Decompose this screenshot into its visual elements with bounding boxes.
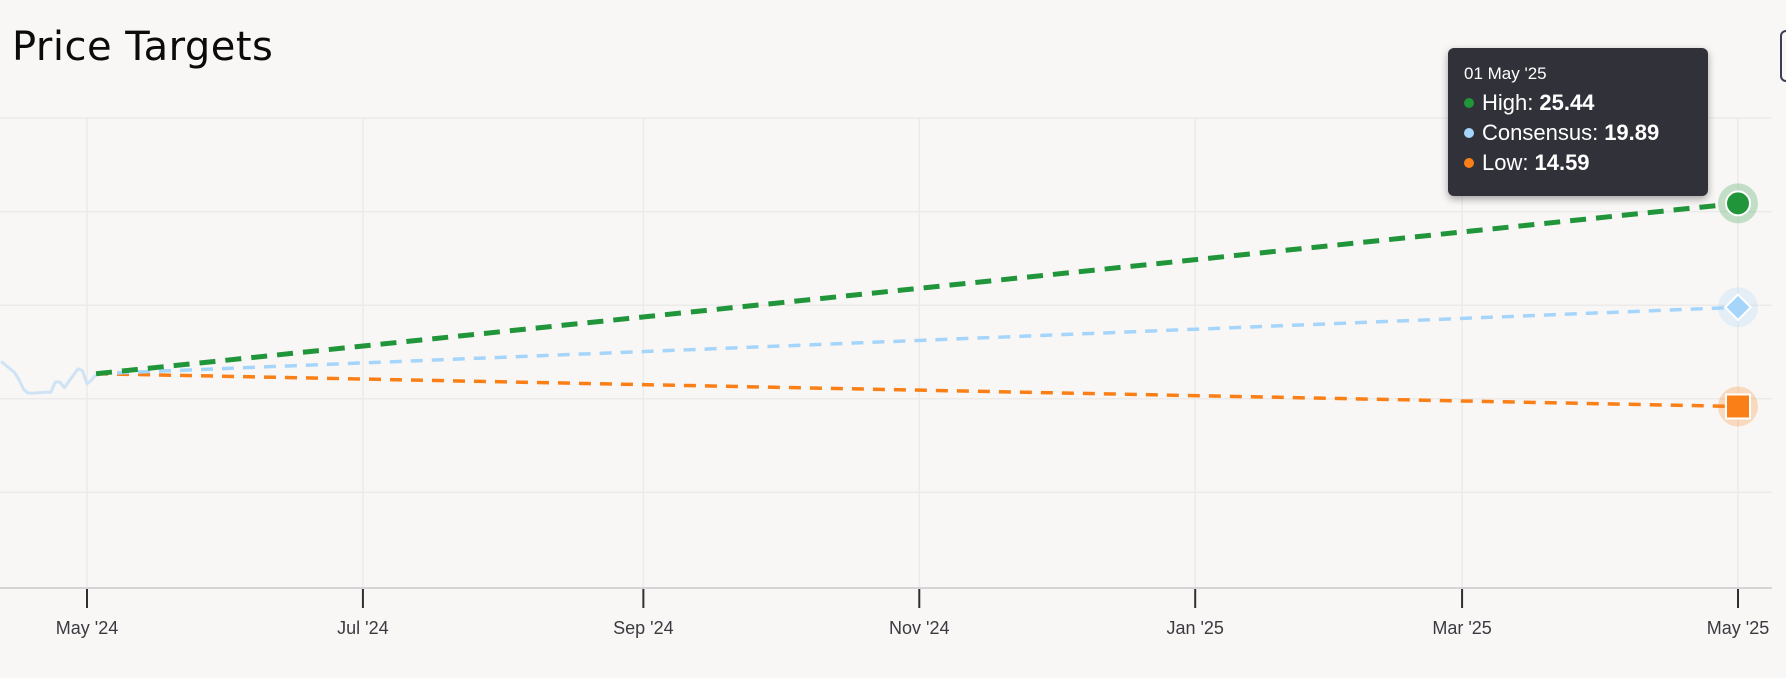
edge-button[interactable] — [1780, 30, 1786, 82]
tooltip-label: Consensus: — [1482, 120, 1599, 145]
tooltip-row-high: High: 25.44 — [1464, 88, 1708, 118]
consensus-dot-icon — [1464, 128, 1474, 138]
consensus-marker-diamond — [1723, 293, 1753, 322]
tooltip-row-low: Low: 14.59 — [1464, 148, 1708, 178]
chart-tooltip: 01 May '25 High: 25.44 Consensus: 19.89 … — [1448, 48, 1708, 196]
x-tick-label: Jan '25 — [1166, 618, 1223, 638]
x-tick-label: May '24 — [56, 618, 118, 638]
tooltip-value: 14.59 — [1534, 150, 1590, 175]
high-dot-icon — [1464, 98, 1474, 108]
chart-title: Price Targets — [12, 24, 274, 70]
high-target-line — [95, 200, 1739, 377]
tooltip-label: Low: — [1482, 150, 1529, 175]
consensus-target-line — [95, 305, 1739, 376]
tooltip-date: 01 May '25 — [1464, 64, 1547, 83]
tooltip-label: High: — [1482, 90, 1534, 115]
low-target-line — [96, 371, 1739, 409]
low-marker-square — [1725, 393, 1751, 420]
tooltip-row-consensus: Consensus: 19.89 — [1464, 118, 1708, 148]
x-tick-label: May '25 — [1707, 618, 1769, 638]
tooltip-value: 19.89 — [1604, 120, 1660, 145]
x-tick-label: Nov '24 — [889, 618, 949, 638]
price-history-line — [0, 360, 98, 395]
x-tick-label: Mar '25 — [1432, 618, 1491, 638]
x-tick-label: Sep '24 — [613, 618, 674, 638]
tooltip-value: 25.44 — [1539, 90, 1595, 115]
low-dot-icon — [1464, 158, 1474, 168]
x-tick-label: Jul '24 — [337, 618, 388, 638]
high-marker-circle — [1725, 190, 1751, 217]
